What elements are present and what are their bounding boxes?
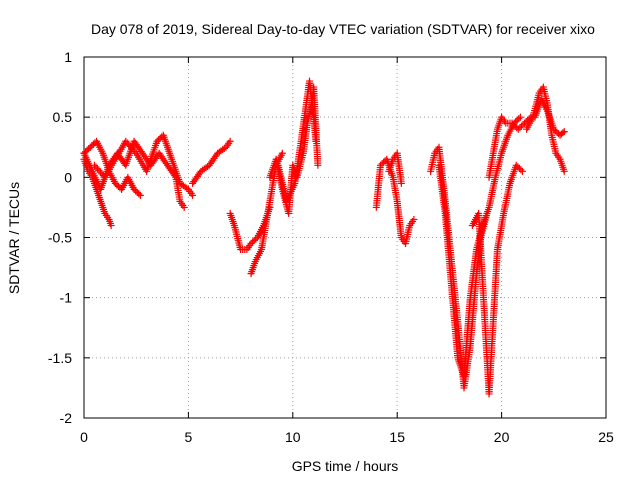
data-point <box>131 148 139 156</box>
series-9 <box>372 155 418 248</box>
data-point <box>95 166 103 174</box>
series-7 <box>266 83 322 217</box>
data-point <box>252 235 260 243</box>
data-point <box>220 144 228 152</box>
data-point <box>376 161 384 169</box>
series-8 <box>274 77 320 205</box>
data-point <box>517 166 525 174</box>
data-point <box>129 146 137 154</box>
data-point <box>378 160 386 168</box>
data-point <box>250 237 258 245</box>
series-10 <box>385 149 405 187</box>
data-point <box>508 119 516 127</box>
data-point <box>153 137 161 145</box>
data-point <box>111 179 119 187</box>
x-tick-label: 5 <box>185 429 193 445</box>
data-point <box>516 124 524 132</box>
data-point <box>113 181 121 189</box>
y-tick-label: 1 <box>64 49 72 65</box>
series-15 <box>523 83 568 175</box>
data-point <box>247 240 255 248</box>
data-point <box>517 122 525 130</box>
data-point <box>136 191 144 199</box>
data-point <box>560 128 568 136</box>
data-point <box>513 116 521 124</box>
x-tick-label: 25 <box>598 429 614 445</box>
series-3 <box>90 131 197 199</box>
data-point <box>516 113 524 121</box>
data-point <box>189 191 197 199</box>
data-point <box>135 190 143 198</box>
data-point <box>125 141 133 149</box>
x-axis-label: GPS time / hours <box>292 458 399 474</box>
data-point <box>180 203 188 211</box>
data-point <box>518 167 526 175</box>
data-point <box>512 161 520 169</box>
data-point <box>83 146 91 154</box>
data-point <box>132 187 140 195</box>
axis-ticks: 0 5 10 15 20 25 -2 -1.5 -1 -0.5 0 0.5 1 <box>48 49 614 445</box>
data-point <box>249 238 257 246</box>
series-12 <box>435 113 524 380</box>
data-point <box>128 144 136 152</box>
series-13 <box>468 161 526 398</box>
data-point <box>559 129 567 137</box>
x-tick-label: 20 <box>494 429 510 445</box>
data-point <box>551 127 559 135</box>
data-point <box>156 134 164 142</box>
data-points <box>80 77 568 398</box>
data-point <box>133 188 141 196</box>
data-point <box>126 142 134 150</box>
y-tick-label: -1.5 <box>48 350 72 366</box>
data-point <box>314 161 322 169</box>
data-point <box>114 182 122 190</box>
y-tick-label: 0 <box>64 169 72 185</box>
data-point <box>553 128 561 136</box>
grid-lines <box>84 57 606 418</box>
x-tick-label: 15 <box>389 429 405 445</box>
data-point <box>278 149 286 157</box>
x-tick-label: 10 <box>285 429 301 445</box>
data-point <box>510 121 518 129</box>
series-4 <box>189 137 234 187</box>
data-point <box>88 142 96 150</box>
y-tick-label: -0.5 <box>48 230 72 246</box>
data-point <box>183 184 191 192</box>
data-point <box>130 185 138 193</box>
data-point <box>89 140 97 148</box>
data-point <box>380 158 388 166</box>
data-point <box>560 167 568 175</box>
data-point <box>515 115 523 123</box>
data-point <box>550 125 558 133</box>
data-point <box>86 143 94 151</box>
data-point <box>410 215 418 223</box>
data-point <box>93 165 101 173</box>
data-point <box>514 163 522 171</box>
data-point <box>90 161 98 169</box>
data-point <box>96 168 104 176</box>
data-point <box>85 145 93 153</box>
y-tick-label: -2 <box>60 410 73 426</box>
data-point <box>312 137 320 145</box>
data-point <box>514 125 522 133</box>
data-point <box>515 164 523 172</box>
x-tick-label: 0 <box>80 429 88 445</box>
y-tick-label: 0.5 <box>53 109 73 125</box>
data-point <box>397 179 405 187</box>
data-point <box>511 122 519 130</box>
data-point <box>92 163 100 171</box>
data-point <box>155 136 163 144</box>
data-point <box>107 221 115 229</box>
data-point <box>123 139 131 147</box>
data-point <box>226 137 234 145</box>
series-16 <box>531 95 568 139</box>
chart-title: Day 078 of 2019, Sidereal Day-to-day VTE… <box>91 21 595 37</box>
y-axis-label: SDTVAR / TECUs <box>6 182 22 294</box>
data-point <box>122 137 130 145</box>
y-tick-label: -1 <box>60 290 73 306</box>
